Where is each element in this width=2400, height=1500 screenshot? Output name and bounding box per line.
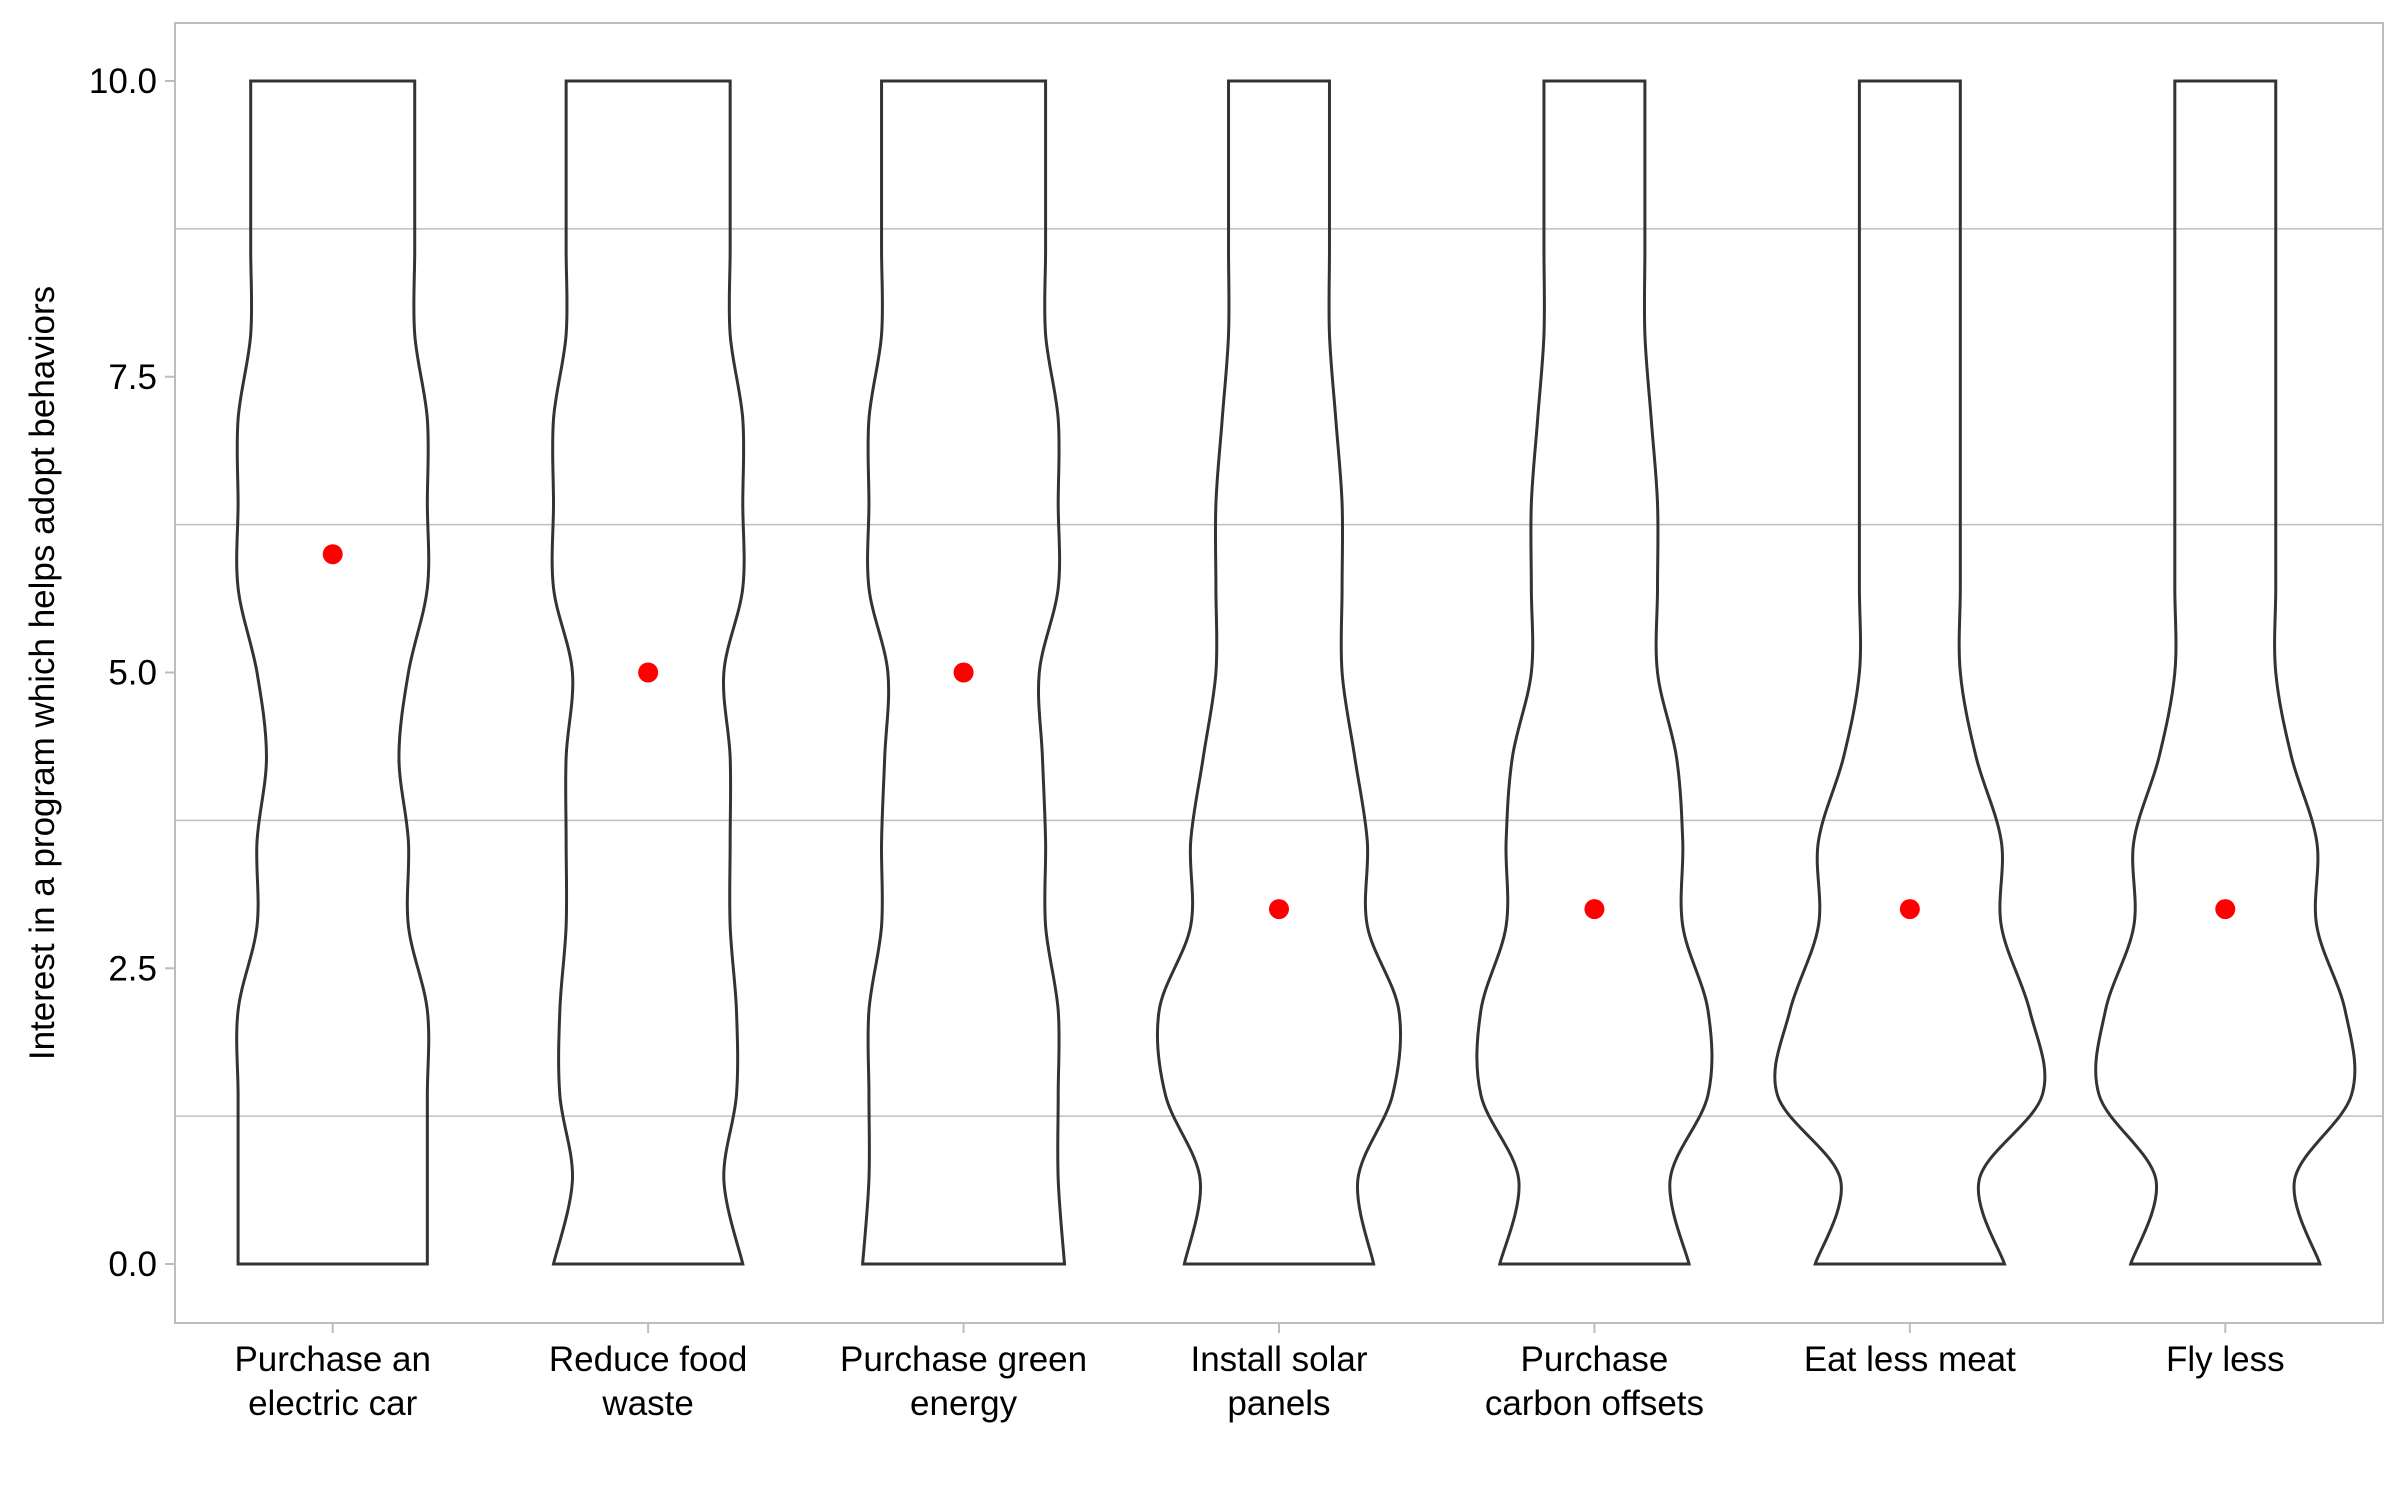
median-point xyxy=(1269,899,1289,920)
median-point xyxy=(1584,899,1605,920)
x-tick-label: Purchase green energy xyxy=(840,1340,1087,1423)
y-tick-label: 5.0 xyxy=(108,654,157,693)
y-axis: 0.0 2.5 5.0 7.5 10.0 xyxy=(89,62,175,1284)
x-tick-label: Purchase an electric car xyxy=(234,1340,431,1423)
x-tick-label: Install solar panels xyxy=(1190,1340,1367,1423)
violin-shape xyxy=(861,79,1067,1266)
x-tick-label: Eat less meat xyxy=(1804,1340,2016,1379)
median-point xyxy=(1899,899,1920,920)
median-point xyxy=(953,662,974,683)
violin-shape xyxy=(1475,79,1714,1266)
violin-shape xyxy=(1155,79,1403,1266)
x-axis: Purchase an electric car Reduce food waste P… xyxy=(234,1323,2285,1423)
x-tick-label: Purchase carbon offsets xyxy=(1485,1340,1704,1423)
median-point xyxy=(638,662,659,683)
grid-lines xyxy=(175,228,2383,1117)
y-tick-label: 2.5 xyxy=(108,949,157,988)
violin-shape xyxy=(550,79,746,1266)
median-points xyxy=(322,544,2236,920)
violins xyxy=(235,79,2357,1266)
violin-shape xyxy=(1773,79,2047,1266)
y-tick-label: 7.5 xyxy=(108,358,157,397)
y-tick-label: 10.0 xyxy=(89,62,157,101)
x-tick-label: Reduce food waste xyxy=(549,1340,747,1423)
median-point xyxy=(2215,899,2236,920)
plot-panel-border xyxy=(174,22,2384,1324)
violin-shape xyxy=(2094,79,2357,1266)
y-axis-title: Interest in a program which helps adopt … xyxy=(23,286,62,1060)
x-tick-label: Fly less xyxy=(2166,1340,2285,1379)
median-point xyxy=(322,544,343,565)
violin-shape xyxy=(235,79,431,1266)
y-tick-label: 0.0 xyxy=(108,1245,157,1284)
